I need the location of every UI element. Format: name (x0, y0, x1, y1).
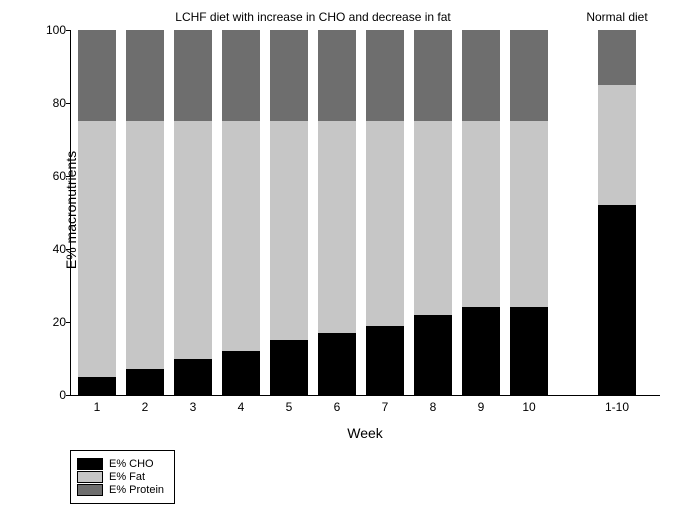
bar-segment (598, 85, 636, 205)
bar-segment (174, 359, 212, 396)
bar-segment (126, 369, 164, 395)
x-tick-label: 10 (522, 400, 535, 414)
bar-group (462, 30, 500, 395)
bar-segment (414, 315, 452, 395)
bar-segment (366, 30, 404, 121)
bar-segment (222, 30, 260, 121)
bar-segment (222, 121, 260, 351)
bar-segment (174, 30, 212, 121)
bar-segment (270, 340, 308, 395)
bar-group (174, 30, 212, 395)
x-axis-line (70, 395, 660, 396)
legend-label-protein: E% Protein (109, 484, 164, 496)
bar-segment (598, 30, 636, 85)
y-tick-label: 0 (59, 388, 66, 402)
bar-segment (174, 121, 212, 358)
bar-segment (318, 333, 356, 395)
bar-segment (510, 30, 548, 121)
bar-segment (366, 326, 404, 395)
bar-group (510, 30, 548, 395)
x-tick-label: 8 (430, 400, 437, 414)
bar-group (270, 30, 308, 395)
bar-segment (462, 30, 500, 121)
chart-title-right: Normal diet (586, 10, 647, 24)
bar-segment (270, 30, 308, 121)
x-tick-label: 3 (190, 400, 197, 414)
legend-item-fat: E% Fat (77, 471, 164, 483)
bar-group (598, 30, 636, 395)
y-tick-label: 80 (53, 96, 66, 110)
bar-segment (126, 30, 164, 121)
x-tick-label: 7 (382, 400, 389, 414)
bar-segment (366, 121, 404, 325)
bar-segment (318, 30, 356, 121)
bar-segment (414, 30, 452, 121)
bar-group (414, 30, 452, 395)
chart-title-left: LCHF diet with increase in CHO and decre… (175, 10, 450, 24)
bar-segment (270, 121, 308, 340)
bar-group (318, 30, 356, 395)
y-tick-label: 40 (53, 242, 66, 256)
plot-area (70, 30, 660, 395)
bar-segment (318, 121, 356, 333)
bar-segment (462, 121, 500, 307)
bar-segment (510, 307, 548, 395)
x-axis-label: Week (347, 425, 383, 441)
x-tick-label: 1-10 (605, 400, 629, 414)
x-tick-label: 1 (94, 400, 101, 414)
legend-label-fat: E% Fat (109, 471, 145, 483)
legend-label-cho: E% CHO (109, 458, 154, 470)
legend-swatch-protein (77, 484, 103, 496)
x-tick-label: 4 (238, 400, 245, 414)
bar-segment (462, 307, 500, 395)
x-tick-label: 9 (478, 400, 485, 414)
bar-segment (222, 351, 260, 395)
bar-group (222, 30, 260, 395)
x-tick-label: 2 (142, 400, 149, 414)
y-tick-label: 20 (53, 315, 66, 329)
y-tick-mark (66, 395, 70, 396)
x-tick-label: 6 (334, 400, 341, 414)
x-tick-label: 5 (286, 400, 293, 414)
y-tick-label: 60 (53, 169, 66, 183)
bar-group (366, 30, 404, 395)
bar-segment (78, 121, 116, 377)
bar-segment (126, 121, 164, 369)
legend-item-protein: E% Protein (77, 484, 164, 496)
bar-segment (78, 377, 116, 395)
bar-segment (78, 30, 116, 121)
bar-group (126, 30, 164, 395)
bar-segment (414, 121, 452, 314)
legend-item-cho: E% CHO (77, 458, 164, 470)
bar-group (78, 30, 116, 395)
bar-segment (510, 121, 548, 307)
y-tick-label: 100 (46, 23, 66, 37)
legend: E% CHO E% Fat E% Protein (70, 450, 175, 504)
legend-swatch-fat (77, 471, 103, 483)
legend-swatch-cho (77, 458, 103, 470)
macronutrient-chart: E% macronutrients Week 020406080100 LCHF… (0, 0, 694, 506)
bar-segment (598, 205, 636, 395)
